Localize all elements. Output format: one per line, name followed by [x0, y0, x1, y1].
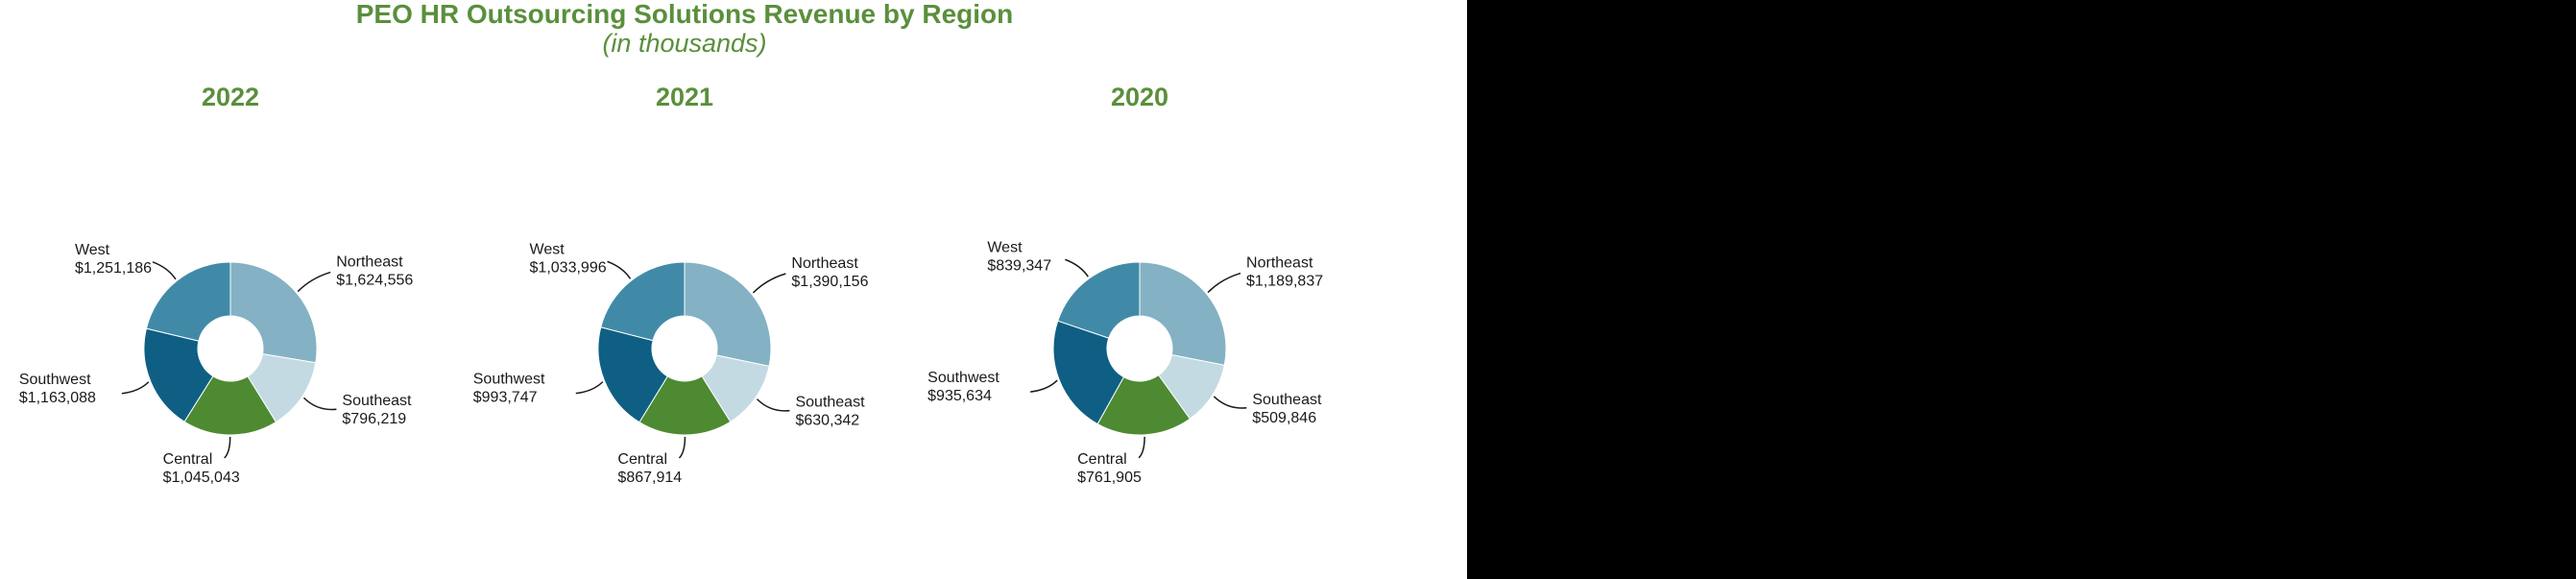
label-central-name: Central — [163, 451, 213, 468]
chart-year-title: 2021 — [656, 83, 713, 111]
label-southwest-value: $993,747 — [473, 390, 538, 406]
leader-line-southeast — [1213, 396, 1247, 409]
leader-line-southeast — [302, 397, 337, 411]
charts-layer: 2022 Northeast $1,624,556 Southeast $796,219… — [19, 83, 1323, 486]
label-southwest-value: $935,634 — [927, 388, 992, 404]
label-southwest-name: Southwest — [473, 372, 545, 388]
label-west-name: West — [75, 242, 110, 258]
label-northeast-value: $1,624,556 — [336, 273, 413, 289]
leader-line-central — [224, 436, 231, 459]
label-northeast-value: $1,390,156 — [791, 274, 868, 290]
leader-line-southeast — [756, 398, 790, 412]
leader-line-northeast — [752, 273, 786, 294]
leader-line-west — [1065, 258, 1089, 277]
label-northeast-name: Northeast — [336, 254, 403, 271]
donut-chart-2021: 2021 Northeast $1,390,156 Southeast $630,342… — [473, 83, 869, 486]
slice-southwest — [1052, 320, 1125, 425]
label-northeast-value: $1,189,837 — [1246, 274, 1323, 290]
label-southeast-value: $796,219 — [342, 411, 406, 427]
slice-southwest — [597, 326, 668, 423]
leader-line-west — [607, 260, 632, 279]
label-southeast-name: Southeast — [795, 395, 865, 411]
chart-subtitle: (in thousands) — [602, 29, 766, 58]
label-southeast-name: Southeast — [342, 393, 412, 409]
slice-northeast — [684, 261, 772, 367]
label-west-value: $839,347 — [987, 257, 1051, 274]
label-southeast-value: $630,342 — [795, 413, 859, 429]
leader-line-central — [1138, 436, 1145, 459]
label-southeast-value: $509,846 — [1252, 410, 1316, 426]
donut-charts-svg: PEO HR Outsourcing Solutions Revenue by … — [19, 0, 1323, 486]
label-central-value: $1,045,043 — [163, 470, 240, 486]
label-west-name: West — [987, 239, 1023, 255]
leader-line-central — [678, 436, 686, 459]
slice-central — [638, 375, 732, 436]
slice-west — [145, 261, 231, 342]
label-west-name: West — [530, 241, 566, 257]
label-southeast-name: Southeast — [1252, 392, 1322, 408]
leader-line-southwest — [1030, 379, 1058, 393]
leader-line-northeast — [1207, 272, 1241, 294]
leader-line-southwest — [121, 381, 150, 395]
leader-line-west — [152, 261, 177, 280]
label-northeast-name: Northeast — [1246, 255, 1313, 272]
label-southwest-value: $1,163,088 — [19, 390, 96, 406]
leader-line-southwest — [575, 381, 604, 395]
slice-northeast — [1139, 261, 1227, 366]
label-southwest-name: Southwest — [927, 370, 999, 386]
chart-year-title: 2020 — [1111, 83, 1168, 111]
slice-central — [183, 375, 277, 436]
label-west-value: $1,251,186 — [75, 260, 152, 277]
label-southwest-name: Southwest — [19, 372, 91, 388]
label-central-value: $867,914 — [617, 470, 682, 486]
donut-chart-2022: 2022 Northeast $1,624,556 Southeast $796,219… — [19, 83, 414, 486]
leader-line-northeast — [297, 271, 331, 293]
label-central-name: Central — [617, 451, 667, 468]
label-central-name: Central — [1077, 451, 1127, 468]
slice-northeast — [229, 261, 318, 364]
slice-southwest — [143, 327, 214, 422]
chart-year-title: 2022 — [202, 83, 259, 111]
donut-chart-2020: 2020 Northeast $1,189,837 Southeast $509,846… — [927, 83, 1323, 486]
label-northeast-name: Northeast — [791, 255, 858, 272]
slice-west — [600, 261, 686, 342]
chart-title: PEO HR Outsourcing Solutions Revenue by … — [356, 0, 1014, 29]
slice-central — [1096, 374, 1192, 436]
black-panel — [1467, 0, 2576, 579]
label-west-value: $1,033,996 — [530, 259, 607, 276]
slice-west — [1057, 261, 1141, 339]
label-central-value: $761,905 — [1077, 470, 1142, 486]
